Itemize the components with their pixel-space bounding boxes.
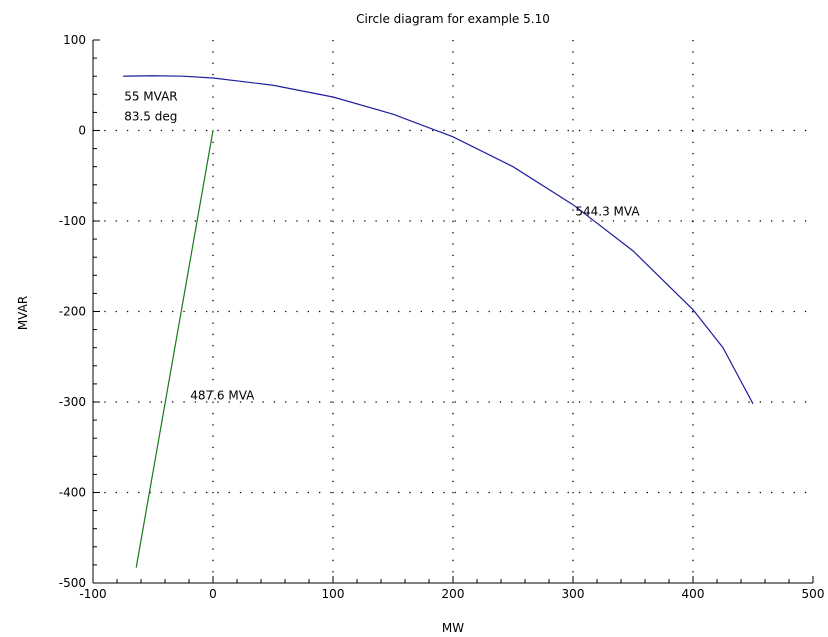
series-line-1 bbox=[135, 130, 214, 568]
chart-title: Circle diagram for example 5.10 bbox=[356, 12, 550, 26]
grid bbox=[93, 40, 813, 583]
x-tick-label-1: 0 bbox=[209, 587, 217, 601]
y-tick-label-1: 0 bbox=[78, 124, 86, 138]
y-axis-title: MVAR bbox=[16, 296, 30, 330]
y-tick-label-5: -400 bbox=[59, 486, 86, 500]
x-tick-label-6: 500 bbox=[802, 587, 825, 601]
y-tick-label-4: -300 bbox=[59, 395, 86, 409]
series bbox=[122, 75, 754, 568]
x-tick-label-5: 400 bbox=[682, 587, 705, 601]
x-tick-label-2: 100 bbox=[322, 587, 345, 601]
x-tick-label-0: -100 bbox=[79, 587, 106, 601]
series-line-0 bbox=[122, 75, 754, 405]
y-tick-label-0: 100 bbox=[63, 33, 86, 47]
annotation-3: 487.6 MVA bbox=[190, 388, 255, 402]
annotation-1: 83.5 deg bbox=[124, 110, 177, 124]
annotation-0: 55 MVAR bbox=[124, 90, 177, 104]
axes: -100 0 100 200 300 400 500 100 0 -100 -200 -300 -400… bbox=[59, 33, 825, 601]
x-tick-label-4: 300 bbox=[562, 587, 585, 601]
annotation-2: 544.3 MVA bbox=[575, 205, 640, 219]
x-axis-title: MW bbox=[442, 621, 464, 635]
y-tick-label-6: -500 bbox=[59, 576, 86, 590]
annotations: 55 MVAR 83.5 deg 544.3 MVA 487.6 MVA bbox=[124, 90, 640, 403]
y-tick-label-2: -100 bbox=[59, 214, 86, 228]
x-tick-label-3: 200 bbox=[442, 587, 465, 601]
y-tick-label-3: -200 bbox=[59, 305, 86, 319]
